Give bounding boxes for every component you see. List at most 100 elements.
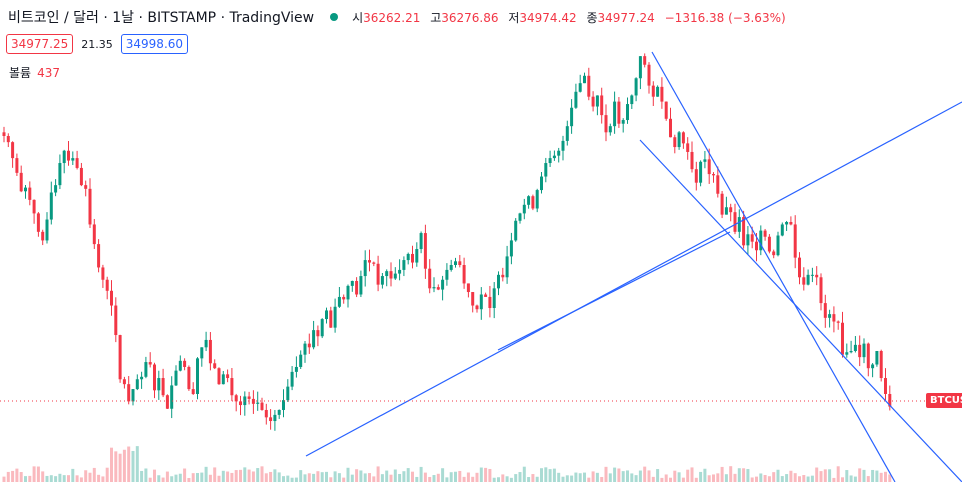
volume-bar — [759, 473, 763, 482]
volume-bar — [45, 475, 49, 482]
candle-body — [501, 274, 505, 278]
volume-bar — [183, 468, 187, 482]
candle-body — [135, 379, 139, 390]
candle-body — [187, 366, 191, 390]
volume-bar — [316, 471, 320, 482]
candle-body — [746, 234, 750, 246]
candle-body — [484, 294, 488, 297]
candle-body — [449, 265, 453, 270]
volume-bar — [587, 477, 591, 482]
buy-price-button[interactable]: 34998.60 — [120, 34, 189, 54]
volume-bar — [681, 477, 685, 482]
candle-body — [626, 104, 629, 121]
volume-bar — [832, 477, 836, 482]
trendline-2[interactable] — [651, 51, 896, 482]
candle-body — [497, 274, 500, 289]
volume-bar — [174, 474, 178, 482]
volume-bar — [11, 470, 15, 482]
high-value: 36276.86 — [441, 10, 499, 25]
volume-bar — [638, 470, 642, 482]
volume-bar — [312, 473, 316, 482]
sell-price-button[interactable]: 34977.25 — [6, 34, 74, 54]
candle-body — [346, 285, 350, 300]
candle-body — [570, 107, 574, 127]
volume-bar — [398, 473, 402, 482]
candle-body — [707, 159, 711, 175]
candle-body — [445, 269, 449, 280]
candle-body — [841, 322, 844, 355]
volume-bar — [583, 472, 586, 482]
volume-bar — [28, 475, 32, 482]
trendline-3[interactable] — [639, 139, 962, 482]
volume-bar — [428, 476, 432, 482]
volume-bar — [191, 473, 195, 482]
volume-bar — [785, 474, 789, 482]
candle-body — [406, 253, 410, 261]
candle-body — [161, 378, 165, 396]
volume-bar — [578, 473, 582, 482]
volume-bar — [742, 468, 746, 482]
candle-body — [32, 199, 36, 214]
candle-body — [67, 150, 70, 161]
ohlc-readout: 시36262.21 고36276.86 저34974.42 종34977.24 … — [352, 10, 786, 25]
market-status-dot-icon — [330, 13, 339, 21]
volume-bar — [699, 471, 703, 482]
candle-body — [11, 142, 15, 159]
trendline-1[interactable] — [305, 101, 962, 457]
candle-body — [105, 279, 109, 291]
candle-body — [372, 262, 376, 264]
volume-bar — [806, 476, 810, 482]
candle-body — [174, 370, 178, 386]
candle-body — [621, 120, 625, 124]
candle-body — [41, 231, 45, 241]
volume-bar — [479, 467, 483, 482]
volume-bar — [105, 467, 109, 482]
candle-body — [638, 56, 642, 79]
candle-body — [544, 163, 548, 177]
volume-bar — [2, 476, 6, 482]
volume-bar — [153, 469, 156, 482]
candle-body — [217, 368, 221, 385]
open-value: 36262.21 — [363, 10, 421, 25]
volume-bar — [780, 476, 784, 482]
candle-body — [71, 158, 75, 161]
candle-body — [793, 224, 797, 258]
volume-bar — [269, 471, 273, 482]
candle-body — [144, 362, 148, 377]
volume-bar — [415, 476, 419, 482]
candle-body — [165, 395, 169, 409]
volume-bar — [810, 475, 814, 482]
volume-bar — [118, 453, 122, 482]
volume-bar — [127, 446, 131, 482]
candle-body — [230, 378, 234, 396]
volume-bar — [277, 472, 281, 482]
candle-body — [251, 398, 255, 404]
symbol-title[interactable]: 비트코인 / 달러 · 1날 · BITSTAMP · TradingView — [8, 10, 315, 26]
candle-body — [402, 260, 406, 270]
last-price-tag: BTCUSD — [926, 393, 962, 408]
volume-bar — [552, 468, 556, 482]
volume-bar — [535, 476, 539, 482]
volume-bar — [475, 472, 479, 482]
volume-bar — [669, 477, 672, 482]
volume-bar — [213, 467, 217, 482]
candle-body — [157, 378, 161, 391]
volume-bar — [75, 475, 79, 482]
candle-body — [19, 172, 23, 192]
candle-body — [428, 268, 432, 289]
candle-body — [127, 384, 131, 402]
candle-body — [810, 274, 814, 276]
trendline-4[interactable] — [497, 231, 731, 351]
candle-body — [286, 386, 290, 401]
volume-bar — [71, 468, 75, 482]
volume-bar — [436, 473, 440, 482]
candle-body — [260, 402, 264, 410]
candle-body — [875, 351, 879, 365]
volume-bar — [651, 476, 655, 482]
candle-body — [604, 115, 608, 133]
candle-body — [226, 374, 230, 379]
candle-body — [24, 187, 27, 192]
trendlines[interactable] — [305, 51, 962, 482]
candle-body — [548, 158, 552, 164]
